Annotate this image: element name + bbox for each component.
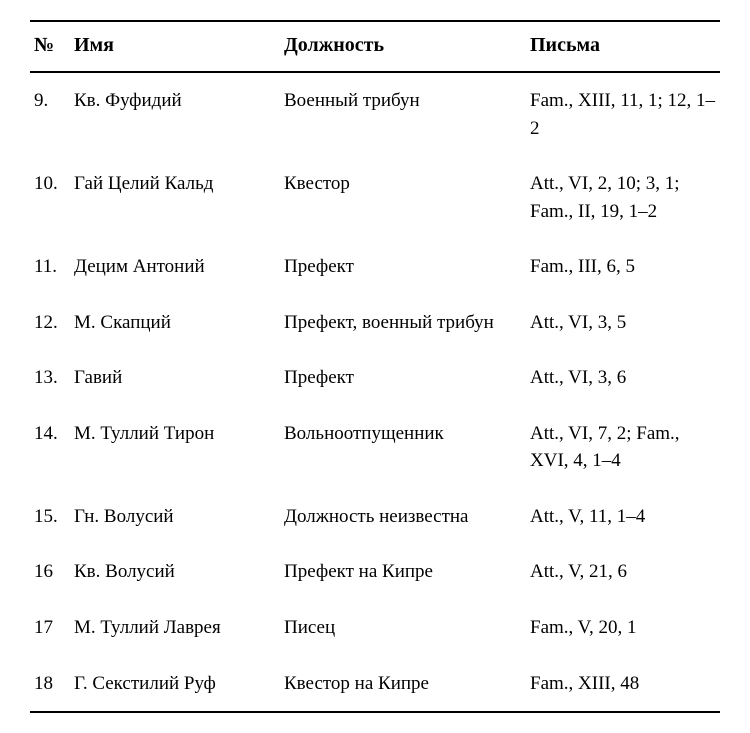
cell-name: Гн. Волусий bbox=[70, 489, 280, 545]
cell-letters: Att., VI, 3, 5 bbox=[510, 295, 720, 351]
cell-post: Префект, военный трибун bbox=[280, 295, 510, 351]
cell-post: Писец bbox=[280, 600, 510, 656]
cell-name: Кв. Волусий bbox=[70, 544, 280, 600]
cell-letters: Fam., XIII, 48 bbox=[510, 656, 720, 713]
cell-num: 15. bbox=[30, 489, 70, 545]
cell-post: Военный трибун bbox=[280, 72, 510, 156]
cell-num: 11. bbox=[30, 239, 70, 295]
cell-post: Префект bbox=[280, 350, 510, 406]
cell-num: 10. bbox=[30, 156, 70, 239]
cell-post: Квестор bbox=[280, 156, 510, 239]
cell-num: 13. bbox=[30, 350, 70, 406]
header-letters: Письма bbox=[510, 21, 720, 72]
table-row: 13.ГавийПрефектAtt., VI, 3, 6 bbox=[30, 350, 720, 406]
cell-letters: Att., VI, 3, 6 bbox=[510, 350, 720, 406]
cell-letters: Fam., III, 6, 5 bbox=[510, 239, 720, 295]
cell-letters: Fam., V, 20, 1 bbox=[510, 600, 720, 656]
cell-name: Децим Антоний bbox=[70, 239, 280, 295]
table-row: 16Кв. ВолусийПрефект на КипреAtt., V, 21… bbox=[30, 544, 720, 600]
header-num: № bbox=[30, 21, 70, 72]
cell-name: М. Скапций bbox=[70, 295, 280, 351]
table-row: 18Г. Секстилий РуфКвестор на КипреFam., … bbox=[30, 656, 720, 713]
cell-post: Префект bbox=[280, 239, 510, 295]
officials-table: № Имя Должность Письма 9.Кв. ФуфидийВоен… bbox=[30, 20, 720, 713]
cell-letters: Att., VI, 2, 10; 3, 1; Fam., II, 19, 1–2 bbox=[510, 156, 720, 239]
cell-num: 9. bbox=[30, 72, 70, 156]
cell-num: 12. bbox=[30, 295, 70, 351]
cell-name: М. Туллий Тирон bbox=[70, 406, 280, 489]
cell-name: Кв. Фуфидий bbox=[70, 72, 280, 156]
cell-post: Квестор на Кипре bbox=[280, 656, 510, 713]
table-row: 17М. Туллий ЛавреяПисецFam., V, 20, 1 bbox=[30, 600, 720, 656]
cell-letters: Att., VI, 7, 2; Fam., XVI, 4, 1–4 bbox=[510, 406, 720, 489]
cell-post: Вольноотпущенник bbox=[280, 406, 510, 489]
cell-post: Должность неизвестна bbox=[280, 489, 510, 545]
cell-name: Гавий bbox=[70, 350, 280, 406]
table-row: 14.М. Туллий ТиронВольноотпущенникAtt., … bbox=[30, 406, 720, 489]
header-name: Имя bbox=[70, 21, 280, 72]
cell-letters: Att., V, 11, 1–4 bbox=[510, 489, 720, 545]
table-row: 9.Кв. ФуфидийВоенный трибунFam., XIII, 1… bbox=[30, 72, 720, 156]
header-post: Должность bbox=[280, 21, 510, 72]
table-row: 10.Гай Целий КальдКвесторAtt., VI, 2, 10… bbox=[30, 156, 720, 239]
cell-num: 18 bbox=[30, 656, 70, 713]
cell-letters: Fam., XIII, 11, 1; 12, 1–2 bbox=[510, 72, 720, 156]
cell-num: 16 bbox=[30, 544, 70, 600]
table-header-row: № Имя Должность Письма bbox=[30, 21, 720, 72]
table-row: 11.Децим АнтонийПрефектFam., III, 6, 5 bbox=[30, 239, 720, 295]
cell-post: Префект на Кипре bbox=[280, 544, 510, 600]
cell-num: 17 bbox=[30, 600, 70, 656]
cell-num: 14. bbox=[30, 406, 70, 489]
cell-letters: Att., V, 21, 6 bbox=[510, 544, 720, 600]
table-row: 15.Гн. ВолусийДолжность неизвестнаAtt., … bbox=[30, 489, 720, 545]
cell-name: М. Туллий Лаврея bbox=[70, 600, 280, 656]
table-row: 12.М. СкапцийПрефект, военный трибунAtt.… bbox=[30, 295, 720, 351]
cell-name: Г. Секстилий Руф bbox=[70, 656, 280, 713]
cell-name: Гай Целий Кальд bbox=[70, 156, 280, 239]
table-body: 9.Кв. ФуфидийВоенный трибунFam., XIII, 1… bbox=[30, 72, 720, 712]
